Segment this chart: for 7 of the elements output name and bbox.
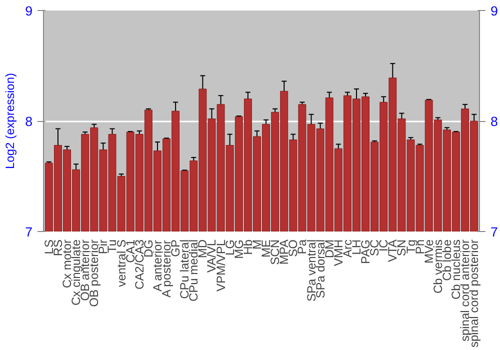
y2-tick-label: 9: [490, 4, 498, 18]
y2-tick-label: 8: [490, 114, 498, 129]
y-tick-label: 8: [25, 114, 33, 129]
y-tick-label: 9: [25, 4, 33, 18]
y-axis-title: Log2 (expression): [3, 72, 18, 170]
y-tick-label: 7: [25, 224, 33, 240]
y2-tick-label: 7: [490, 224, 498, 240]
